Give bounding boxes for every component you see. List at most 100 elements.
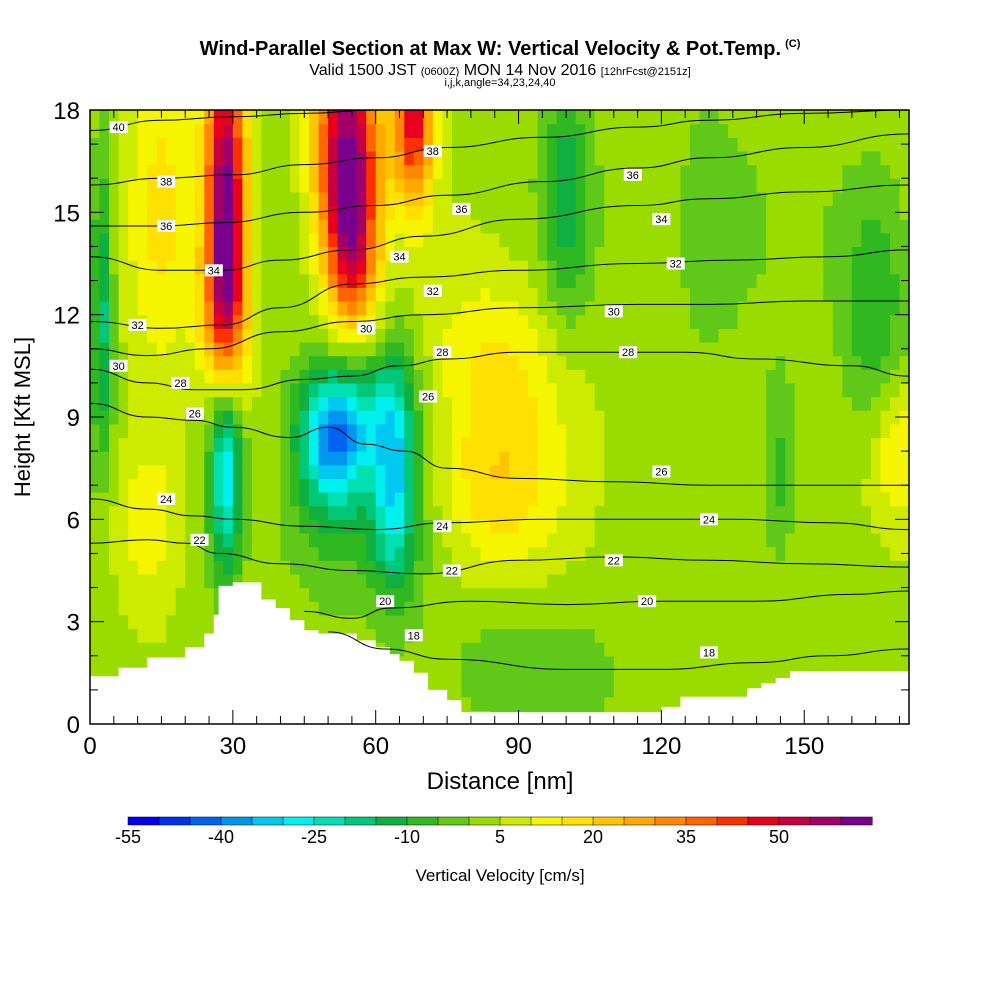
velocity-cell — [537, 150, 548, 166]
velocity-cell — [375, 164, 386, 179]
velocity-cell — [728, 314, 739, 329]
velocity-cell — [251, 273, 263, 288]
velocity-cell — [356, 314, 367, 329]
velocity-cell — [585, 301, 596, 316]
velocity-cell — [851, 369, 862, 384]
velocity-cell — [861, 260, 872, 275]
velocity-cell — [270, 314, 282, 329]
velocity-cell — [594, 532, 605, 548]
velocity-cell — [509, 669, 520, 684]
velocity-cell — [632, 410, 643, 425]
velocity-cell — [566, 655, 577, 671]
velocity-cell — [813, 628, 824, 643]
velocity-cell — [385, 301, 396, 316]
velocity-cell — [604, 628, 615, 643]
velocity-cell — [689, 150, 701, 166]
velocity-cell — [604, 314, 615, 329]
velocity-cell — [728, 628, 739, 643]
velocity-cell — [213, 492, 224, 507]
velocity-cell — [109, 573, 120, 589]
velocity-cell — [385, 382, 396, 398]
velocity-cell — [870, 451, 882, 466]
velocity-cell — [699, 341, 710, 357]
velocity-cell — [175, 328, 186, 343]
velocity-cell — [642, 451, 653, 466]
velocity-cell — [775, 273, 786, 288]
velocity-cell — [699, 382, 710, 398]
velocity-cell — [775, 137, 786, 152]
velocity-cell — [728, 260, 739, 275]
velocity-cell — [766, 178, 777, 193]
velocity-cell — [499, 478, 510, 493]
velocity-cell — [680, 683, 691, 698]
velocity-cell — [299, 410, 310, 425]
velocity-cell — [270, 451, 282, 466]
velocity-cell — [509, 110, 520, 125]
velocity-cell — [747, 464, 758, 479]
velocity-cell — [661, 287, 672, 302]
velocity-cell — [489, 382, 501, 398]
velocity-cell — [594, 505, 605, 520]
theta-label: 30 — [112, 361, 124, 373]
velocity-cell — [289, 573, 301, 589]
velocity-cell — [623, 369, 634, 384]
velocity-cell — [261, 382, 272, 398]
velocity-cell — [613, 123, 624, 138]
velocity-cell — [775, 519, 786, 534]
velocity-cell — [623, 382, 634, 398]
velocity-cell — [775, 150, 786, 166]
velocity-cell — [604, 451, 615, 466]
velocity-cell — [680, 178, 691, 193]
velocity-cell — [318, 328, 329, 343]
velocity-cell — [128, 505, 139, 520]
velocity-cell — [585, 546, 596, 561]
velocity-cell — [594, 260, 605, 275]
velocity-cell — [889, 369, 901, 384]
velocity-cell — [509, 355, 520, 370]
velocity-cell — [175, 110, 186, 125]
velocity-cell — [309, 273, 320, 288]
velocity-cell — [194, 150, 205, 166]
velocity-cell — [709, 355, 720, 370]
velocity-cell — [775, 369, 786, 384]
velocity-cell — [499, 260, 510, 275]
velocity-cell — [870, 505, 882, 520]
velocity-cell — [851, 164, 862, 179]
theta-label: 36 — [455, 204, 467, 216]
velocity-cell — [566, 423, 577, 439]
velocity-cell — [689, 464, 701, 479]
velocity-cell — [499, 642, 510, 657]
velocity-cell — [575, 396, 586, 411]
velocity-cell — [356, 587, 367, 602]
velocity-cell — [509, 328, 520, 343]
velocity-cell — [718, 614, 729, 630]
velocity-cell — [137, 301, 148, 316]
velocity-cell — [851, 150, 862, 166]
velocity-cell — [90, 655, 101, 671]
velocity-cell — [528, 110, 539, 125]
velocity-cell — [480, 382, 491, 398]
velocity-cell — [251, 396, 263, 411]
velocity-cell — [194, 205, 205, 220]
velocity-cell — [166, 260, 177, 275]
velocity-cell — [185, 314, 196, 329]
velocity-cell — [309, 410, 320, 425]
velocity-cell — [766, 437, 777, 452]
velocity-cell — [289, 287, 301, 302]
velocity-cell — [489, 437, 501, 452]
velocity-cell — [566, 669, 577, 684]
velocity-cell — [651, 560, 662, 575]
velocity-cell — [613, 410, 624, 425]
velocity-cell — [128, 642, 139, 657]
velocity-cell — [204, 314, 215, 329]
velocity-cell — [861, 614, 872, 630]
velocity-cell — [299, 355, 310, 370]
velocity-cell — [680, 301, 691, 316]
velocity-cell — [547, 587, 558, 602]
velocity-cell — [575, 519, 586, 534]
velocity-cell — [299, 301, 310, 316]
velocity-cell — [147, 573, 158, 589]
velocity-cell — [499, 505, 510, 520]
velocity-cell — [899, 382, 909, 398]
velocity-cell — [137, 478, 148, 493]
